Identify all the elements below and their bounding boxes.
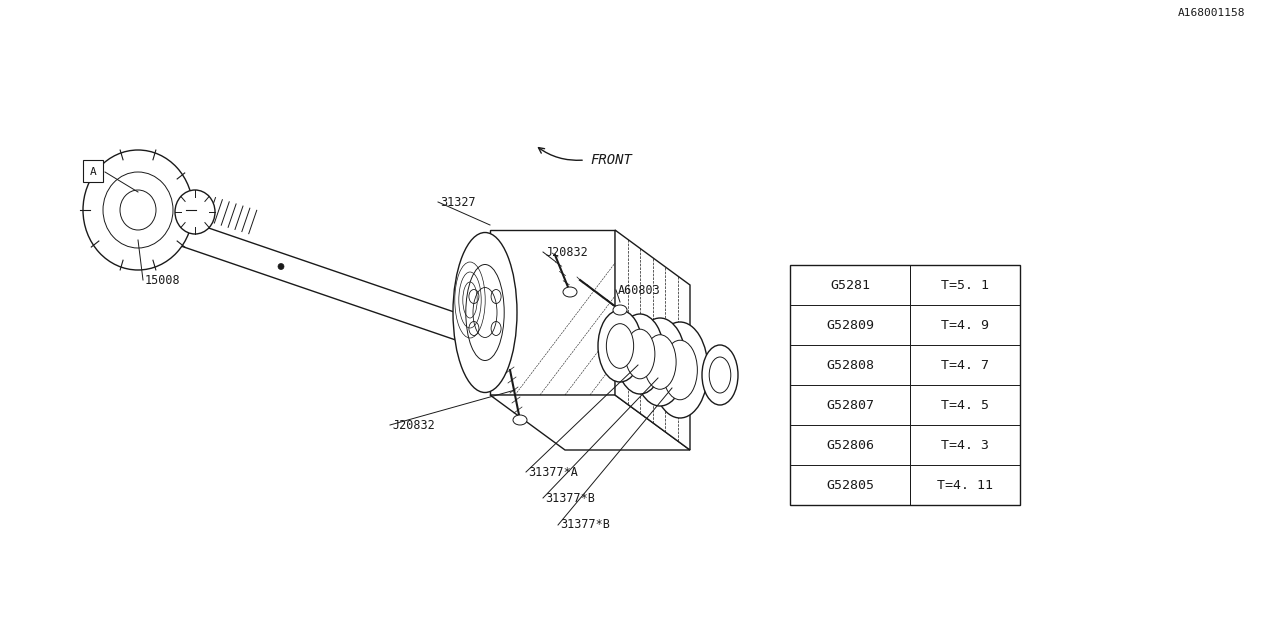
Text: G52808: G52808 (826, 358, 874, 371)
Polygon shape (614, 230, 690, 450)
Ellipse shape (625, 329, 655, 379)
Text: G52809: G52809 (826, 319, 874, 332)
Ellipse shape (616, 314, 664, 394)
Text: A: A (90, 167, 96, 177)
Text: 31327: 31327 (440, 195, 476, 209)
Ellipse shape (453, 232, 517, 392)
Polygon shape (106, 196, 494, 350)
Ellipse shape (102, 172, 173, 248)
Text: T=4. 9: T=4. 9 (941, 319, 989, 332)
Bar (83, 160, 102, 182)
Text: 31377*B: 31377*B (545, 492, 595, 504)
Bar (790, 265, 1020, 505)
Ellipse shape (607, 324, 634, 369)
Ellipse shape (466, 264, 504, 360)
Text: J20832: J20832 (392, 419, 435, 431)
Text: A60803: A60803 (618, 284, 660, 296)
Text: G52805: G52805 (826, 479, 874, 492)
Ellipse shape (709, 357, 731, 393)
Ellipse shape (278, 264, 284, 269)
Ellipse shape (644, 335, 676, 389)
Text: A168001158: A168001158 (1178, 8, 1245, 18)
Ellipse shape (513, 415, 527, 425)
Ellipse shape (652, 322, 708, 418)
Polygon shape (490, 230, 614, 395)
Text: 31377*A: 31377*A (529, 465, 577, 479)
Text: G52807: G52807 (826, 399, 874, 412)
Polygon shape (490, 395, 690, 450)
Ellipse shape (175, 190, 215, 234)
Text: G52806: G52806 (826, 438, 874, 451)
Text: T=4. 5: T=4. 5 (941, 399, 989, 412)
Ellipse shape (701, 345, 739, 405)
Text: T=4. 7: T=4. 7 (941, 358, 989, 371)
Ellipse shape (563, 287, 577, 297)
Text: G5281: G5281 (829, 278, 870, 291)
Text: T=5. 1: T=5. 1 (941, 278, 989, 291)
Text: T=4. 11: T=4. 11 (937, 479, 993, 492)
Text: 15008: 15008 (145, 273, 180, 287)
Ellipse shape (634, 318, 686, 406)
Text: J20832: J20832 (545, 246, 588, 259)
Text: T=4. 3: T=4. 3 (941, 438, 989, 451)
Ellipse shape (83, 150, 193, 270)
Ellipse shape (613, 305, 627, 315)
Ellipse shape (120, 190, 156, 230)
Ellipse shape (663, 340, 698, 400)
Ellipse shape (598, 310, 643, 382)
Text: 31377*B: 31377*B (561, 518, 609, 531)
Text: FRONT: FRONT (590, 153, 632, 167)
